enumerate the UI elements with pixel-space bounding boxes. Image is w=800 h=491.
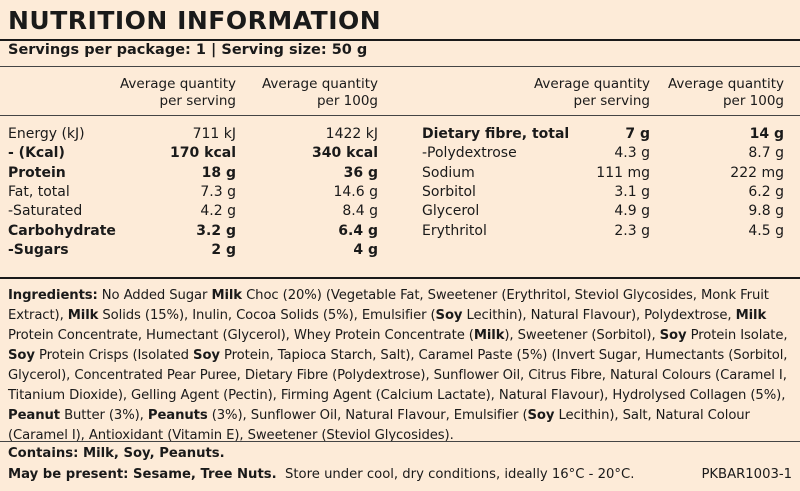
per-100g-value: 6.4 g — [338, 222, 378, 239]
nutrient-label: Dietary fibre, total — [422, 126, 570, 142]
ingredient-emphasis: Milk — [211, 288, 242, 303]
per-100g-value: 8.4 g — [342, 203, 378, 220]
ingredient-emphasis: Ingredients: — [8, 288, 98, 303]
nutrient-label: -Sugars — [8, 241, 69, 258]
per-serving-value: 4.2 g — [200, 203, 236, 220]
nutrient-label: Carbohydrate — [8, 222, 116, 239]
panel-title: NUTRITION INFORMATION — [8, 6, 382, 35]
nutrition-row: Sorbitol 3.1 g 6.2 g — [0, 183, 800, 202]
per-serving-value: 7 g — [625, 126, 650, 142]
ingredient-text: Lecithin), Natural Flavour), Polydextros… — [462, 308, 736, 323]
ingredient-text: Choc (20%) (Vegetable Fat, Sweetener (Er… — [8, 288, 769, 323]
nutrient-label: - (Kcal) — [8, 145, 65, 162]
per-100g-value: 14.6 g — [333, 183, 378, 200]
per-100g-value: 4 g — [353, 241, 378, 258]
ingredient-text: (3%), Sunflower Oil, Natural Flavour, Em… — [207, 408, 528, 423]
table-bottom-rule — [0, 277, 800, 279]
header-rule — [0, 115, 800, 116]
per-serving-value: 7.3 g — [200, 183, 236, 200]
ingredient-text: Butter (3%), — [60, 408, 148, 423]
per-serving-value: 170 kcal — [170, 145, 236, 162]
right-col-header-per100: Average quantity per 100g — [667, 76, 784, 109]
left-col-header-serving: Average quantity per serving — [119, 76, 236, 109]
nutrient-label: Sodium — [422, 164, 475, 181]
ingredient-emphasis: Soy — [659, 328, 687, 343]
nutrition-row: -Saturated 4.2 g 8.4 g — [0, 202, 800, 221]
ingredients-text: Ingredients: No Added Sugar Milk Choc (2… — [8, 286, 794, 446]
ingredient-text: Protein Concentrate, Humectant (Glycerol… — [8, 328, 474, 343]
right-col-header-serving: Average quantity per serving — [533, 76, 650, 109]
per-serving-value: 3.1 g — [614, 183, 650, 200]
ingredients-rule — [0, 441, 800, 442]
ingredient-text: ), Sweetener (Sorbitol), — [504, 328, 660, 343]
product-code: PKBAR1003-1 — [701, 467, 792, 482]
nutrient-label: -Saturated — [8, 203, 83, 220]
nutrition-row: Dietary fibre, total 7 g 14 g — [0, 125, 800, 144]
may-be-present-line: May be present: Sesame, Tree Nuts. Store… — [8, 467, 634, 482]
ingredient-text: Protein Isolate, — [686, 328, 788, 343]
servings-rule — [0, 66, 800, 67]
ingredient-emphasis: Milk — [67, 308, 99, 323]
servings-info: Servings per package: 1 | Serving size: … — [8, 42, 368, 58]
title-rule — [0, 39, 800, 41]
per-100g-value: 4.5 g — [748, 222, 784, 239]
nutrient-label: Energy (kJ) — [8, 126, 85, 142]
per-serving-value: 18 g — [201, 164, 236, 181]
ingredient-text: Protein, Tapioca Starch, Salt), Caramel … — [8, 348, 788, 403]
ingredient-emphasis: Soy — [435, 308, 463, 323]
per-100g-value: 1422 kJ — [325, 126, 378, 142]
per-100g-value: 222 mg — [730, 164, 784, 181]
per-serving-value: 3.2 g — [196, 222, 236, 239]
contains-statement: Contains: Milk, Soy, Peanuts. — [8, 446, 225, 461]
per-serving-value: 2 g — [211, 241, 236, 258]
ingredient-emphasis: Milk — [473, 328, 505, 343]
per-serving-value: 4.3 g — [614, 145, 650, 162]
nutrition-row: Energy (kJ) 711 kJ 1422 kJ — [0, 125, 800, 144]
nutrient-label: Fat, total — [8, 183, 70, 200]
nutrient-label: Sorbitol — [422, 183, 476, 200]
ingredient-emphasis: Soy — [527, 408, 555, 423]
may-be-present-statement: May be present: Sesame, Tree Nuts. — [8, 467, 277, 482]
nutrient-label: Erythritol — [422, 222, 487, 239]
left-col-header-per100: Average quantity per 100g — [261, 76, 378, 109]
per-serving-value: 2.3 g — [614, 222, 650, 239]
ingredient-text: Solids (15%), Inulin, Cocoa Solids (5%),… — [98, 308, 436, 323]
ingredient-emphasis: Soy — [193, 348, 220, 363]
nutrient-label: Glycerol — [422, 203, 480, 220]
per-100g-value: 36 g — [343, 164, 378, 181]
per-100g-value: 340 kcal — [312, 145, 378, 162]
per-100g-value: 14 g — [749, 126, 784, 142]
per-100g-value: 8.7 g — [748, 145, 784, 162]
nutrition-row: Sodium 111 mg 222 mg — [0, 164, 800, 183]
ingredient-emphasis: Soy — [8, 348, 35, 363]
per-serving-value: 711 kJ — [192, 126, 236, 142]
per-serving-value: 4.9 g — [614, 203, 650, 220]
nutrient-label: -Polydextrose — [422, 145, 517, 162]
nutrition-row: Erythritol 2.3 g 4.5 g — [0, 222, 800, 241]
nutrition-row: -Sugars 2 g 4 g — [0, 241, 800, 260]
per-100g-value: 9.8 g — [748, 203, 784, 220]
per-100g-value: 6.2 g — [748, 183, 784, 200]
ingredient-text: Protein Crisps (Isolated — [34, 348, 194, 363]
ingredient-emphasis: Milk — [735, 308, 767, 323]
nutrition-row: Fat, total 7.3 g 14.6 g — [0, 183, 800, 202]
nutrition-row: Glycerol 4.9 g 9.8 g — [0, 202, 800, 221]
storage-instructions: Store under cool, dry conditions, ideall… — [285, 467, 635, 482]
ingredient-text: No Added Sugar — [97, 288, 212, 303]
nutrition-row: -Polydextrose 4.3 g 8.7 g — [0, 144, 800, 163]
ingredient-emphasis: Peanut — [8, 408, 60, 423]
nutrient-label: Protein — [8, 164, 66, 181]
ingredient-text: Lecithin), Salt, Natural Colour (Caramel… — [8, 408, 750, 443]
per-serving-value: 111 mg — [596, 164, 650, 181]
nutrition-row: Carbohydrate 3.2 g 6.4 g — [0, 222, 800, 241]
ingredient-emphasis: Peanuts — [147, 408, 208, 423]
nutrition-row: - (Kcal) 170 kcal 340 kcal — [0, 144, 800, 163]
nutrition-row: Protein 18 g 36 g — [0, 164, 800, 183]
